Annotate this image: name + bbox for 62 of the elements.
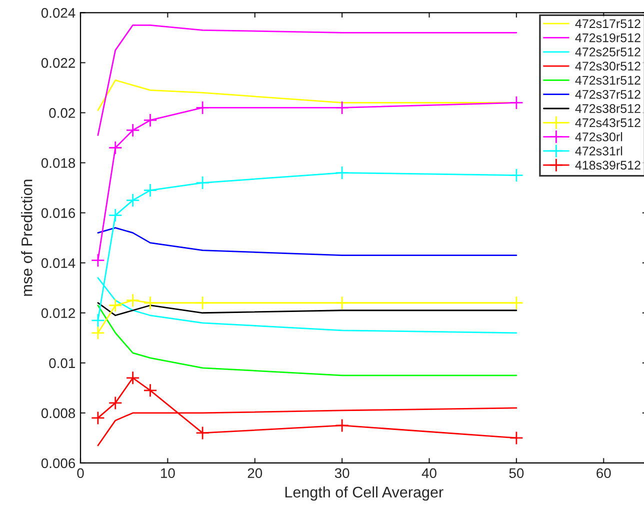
point: [143, 183, 158, 198]
y-tick-label: 0.01: [49, 358, 75, 368]
point: [126, 193, 140, 208]
legend-label: 418s39r512: [575, 160, 640, 170]
point: [196, 296, 210, 310]
point: [90, 326, 105, 340]
point: [143, 113, 158, 128]
point: [90, 313, 105, 328]
point: [108, 140, 122, 155]
x-tick-label: 50: [509, 468, 524, 478]
legend-label: 472s31r512: [575, 76, 640, 85]
x-tick-label: 20: [248, 468, 262, 478]
x-tick-label: 0: [77, 468, 84, 478]
point: [196, 100, 210, 115]
y-tick-label: 0.006: [41, 458, 76, 468]
point: [335, 166, 350, 180]
point: [335, 418, 350, 432]
legend-label: 472s43r512: [575, 118, 640, 128]
y-tick-label: 0.014: [41, 258, 76, 268]
point: [335, 100, 350, 115]
point: [90, 411, 105, 425]
point: [108, 208, 122, 222]
y-axis-title: mse of Prediction: [21, 180, 32, 296]
y-tick-label: 0.008: [41, 408, 76, 418]
legend-label: 472s37r512: [575, 90, 640, 99]
legend-label: 472s38r512: [575, 104, 640, 113]
x-tick-label: 60: [596, 468, 611, 478]
y-tick-label: 0.018: [41, 158, 76, 168]
line-series: [97, 227, 518, 256]
legend-label: 472s19r512: [575, 33, 640, 42]
point: [143, 296, 158, 310]
x-axis-title: Length of Cell Averager: [285, 486, 444, 501]
legend-label: 472s25r512: [575, 48, 640, 56]
point: [108, 396, 122, 410]
y-tick-label: 0.022: [41, 58, 75, 68]
legend-label: 472s30r512: [575, 62, 640, 71]
point: [196, 426, 210, 440]
point: [143, 383, 158, 398]
point: [90, 253, 105, 268]
point: [126, 293, 140, 308]
point: [108, 298, 122, 312]
point: [126, 123, 140, 138]
point: [509, 96, 524, 110]
legend-label: 472s30rl: [575, 132, 622, 142]
y-tick-label: 0.02: [49, 108, 75, 118]
line-series: [97, 304, 518, 376]
line-series: [97, 24, 518, 136]
x-tick-label: 10: [161, 468, 175, 478]
y-tick-label: 0.012: [41, 308, 75, 318]
point: [126, 370, 140, 385]
point: [509, 296, 524, 310]
legend-label: 472s17r512: [575, 19, 640, 28]
point: [196, 176, 210, 190]
y-tick-label: 0.024: [41, 8, 76, 18]
point: [335, 296, 350, 310]
x-tick-label: 40: [422, 468, 436, 478]
x-tick-label: 30: [334, 468, 350, 478]
y-tick-label: 0.016: [41, 208, 76, 218]
line-series: [97, 302, 518, 316]
point: [509, 431, 524, 445]
point: [509, 168, 524, 182]
legend-label: 472s31rl: [575, 146, 622, 156]
